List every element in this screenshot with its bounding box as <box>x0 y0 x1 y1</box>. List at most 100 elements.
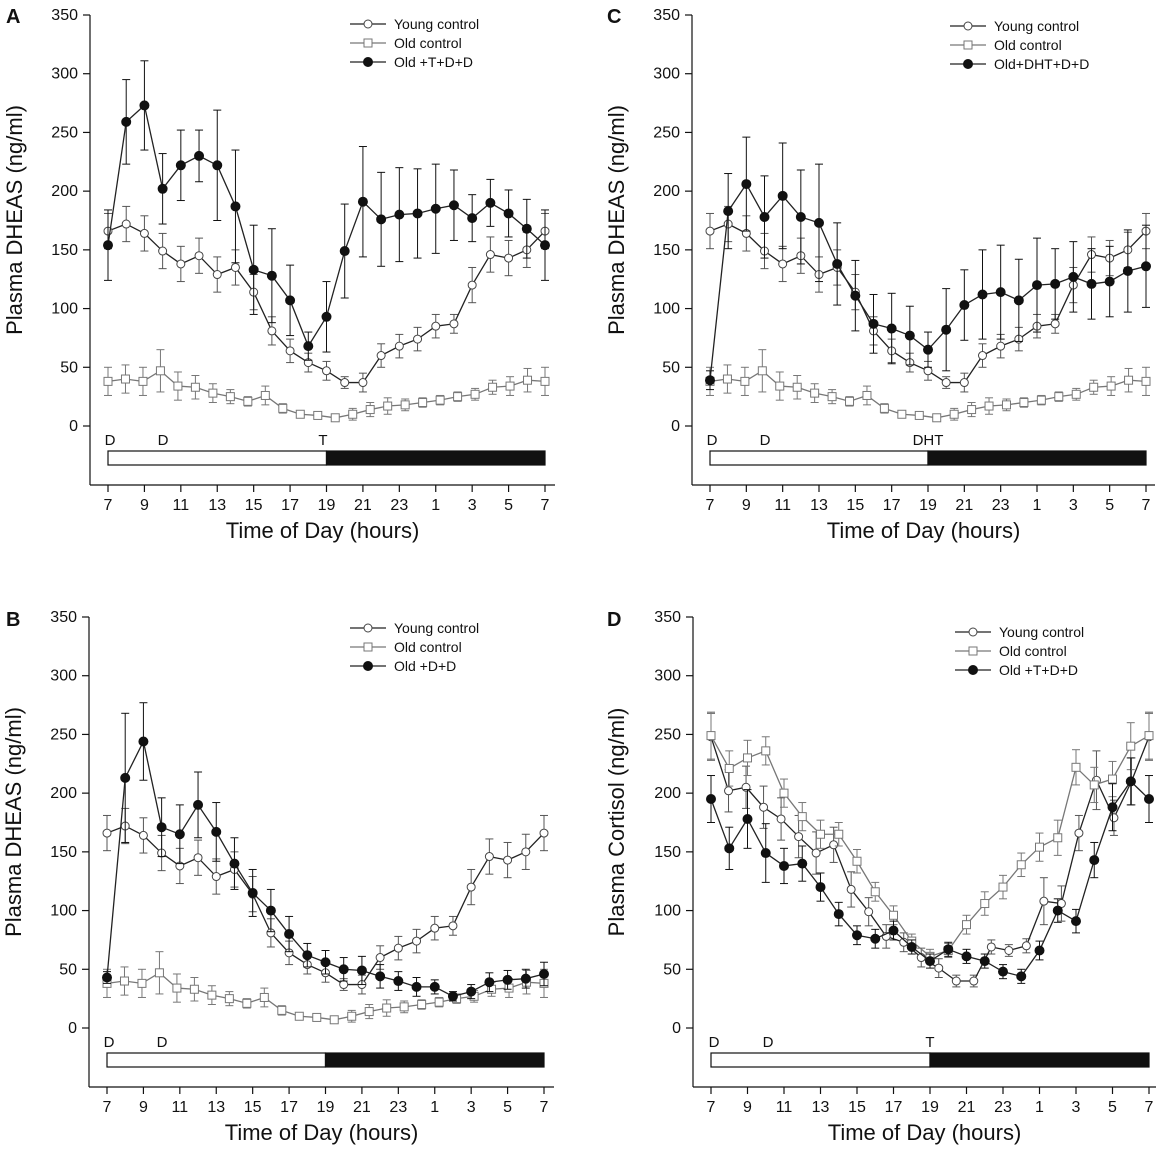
data-point <box>941 324 952 335</box>
data-point <box>230 262 240 272</box>
data-point <box>816 829 825 839</box>
data-point <box>757 366 767 376</box>
data-point <box>338 964 349 975</box>
data-point <box>120 374 130 384</box>
data-point <box>357 196 368 207</box>
data-point <box>1052 905 1063 916</box>
x-axis-title: Time of Day (hours) <box>226 518 420 543</box>
data-point <box>979 956 990 967</box>
legend-label: Young control <box>994 18 1079 34</box>
dark-phase-bar <box>927 450 1147 466</box>
data-point <box>412 208 423 219</box>
data-point <box>102 828 112 838</box>
data-point <box>1107 802 1118 813</box>
y-axis-title: Plasma DHEAS (ng/ml) <box>1 707 26 937</box>
dosing-annotation: D <box>763 1034 774 1051</box>
data-point <box>521 847 531 857</box>
data-point <box>978 351 987 361</box>
data-point <box>121 116 132 127</box>
y-tick-label: 350 <box>653 7 680 24</box>
data-point <box>230 201 241 212</box>
panel-letter: B <box>6 609 20 631</box>
data-point <box>156 822 167 833</box>
data-point <box>995 287 1006 298</box>
data-point <box>435 395 445 405</box>
data-point <box>207 990 217 1000</box>
x-axis-title: Time of Day (hours) <box>225 1120 419 1145</box>
y-tick-label: 300 <box>653 66 680 83</box>
data-point <box>193 799 204 810</box>
x-tick-label: 3 <box>1072 1099 1081 1116</box>
data-point <box>1053 833 1063 843</box>
data-point <box>504 983 514 993</box>
data-point <box>470 389 480 399</box>
data-point <box>870 933 881 944</box>
x-tick-label: 13 <box>207 1099 225 1116</box>
data-point <box>1068 271 1079 282</box>
data-point <box>743 753 752 763</box>
dosing-annotation: T <box>925 1034 934 1051</box>
legend-label: Old control <box>999 643 1067 659</box>
x-tick-label: 9 <box>140 497 149 514</box>
data-point <box>211 872 221 882</box>
data-point <box>321 311 332 322</box>
x-tick-label: 1 <box>431 497 440 514</box>
dosing-annotation: D <box>707 432 718 449</box>
data-point <box>1054 392 1064 402</box>
data-point <box>503 208 514 219</box>
data-point <box>347 1011 357 1021</box>
data-point <box>814 217 824 228</box>
legend-marker <box>968 665 978 675</box>
x-axis-title: Time of Day (hours) <box>828 1120 1022 1145</box>
data-point <box>834 829 844 839</box>
data-point <box>923 344 933 355</box>
data-point <box>417 1000 427 1010</box>
data-point <box>1104 276 1115 287</box>
data-point <box>120 772 131 783</box>
y-tick-label: 0 <box>672 1020 681 1037</box>
panel-letter: C <box>607 6 621 28</box>
data-point <box>925 956 935 967</box>
data-point <box>340 378 350 388</box>
data-point <box>259 992 269 1002</box>
x-tick-label: 21 <box>353 1099 371 1116</box>
legend-marker <box>363 661 373 671</box>
x-tick-label: 7 <box>540 1099 549 1116</box>
data-point <box>827 392 837 402</box>
data-point <box>852 856 862 866</box>
data-point <box>418 398 428 408</box>
y-tick-label: 0 <box>69 418 78 435</box>
data-point <box>1013 295 1024 306</box>
y-tick-label: 0 <box>671 418 680 435</box>
y-tick-label: 300 <box>50 668 77 685</box>
data-point <box>951 976 961 986</box>
data-point <box>1071 762 1081 772</box>
data-point <box>488 382 498 392</box>
data-point <box>208 388 218 398</box>
legend-marker <box>963 21 973 31</box>
data-point <box>723 206 734 217</box>
data-point <box>1035 842 1044 852</box>
data-point <box>225 392 235 402</box>
data-point <box>1089 780 1099 790</box>
data-point <box>1086 278 1097 289</box>
data-point <box>521 223 532 234</box>
data-point <box>284 929 295 940</box>
data-point <box>706 794 716 805</box>
data-point <box>382 1003 392 1013</box>
y-tick-label: 200 <box>50 785 77 802</box>
legend-marker <box>363 642 373 652</box>
x-tick-label: 17 <box>885 1099 903 1116</box>
y-tick-label: 200 <box>654 785 681 802</box>
data-point <box>320 957 331 968</box>
x-tick-label: 11 <box>776 1099 793 1116</box>
data-point <box>413 334 423 344</box>
y-tick-label: 150 <box>653 242 680 259</box>
data-point <box>949 409 959 419</box>
data-point <box>119 976 129 986</box>
data-point <box>1126 741 1136 751</box>
data-point <box>138 736 149 747</box>
x-tick-label: 19 <box>318 497 336 514</box>
x-tick-label: 15 <box>245 497 263 514</box>
